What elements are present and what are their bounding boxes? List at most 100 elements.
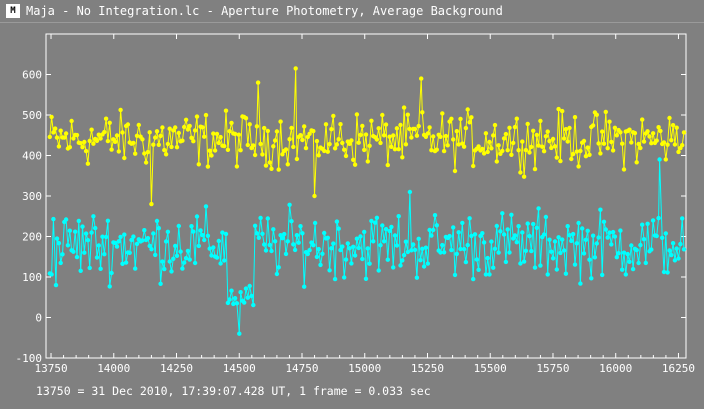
- series-cyan-point: [276, 265, 281, 270]
- series-cyan-point: [231, 301, 236, 307]
- series-cyan-point: [327, 268, 332, 273]
- series-yellow-point: [658, 128, 663, 134]
- series-cyan-point: [196, 243, 201, 249]
- series-yellow-point: [567, 125, 572, 131]
- series-cyan-point: [640, 222, 645, 227]
- series-cyan-point: [561, 248, 567, 253]
- series-cyan-point: [113, 240, 118, 246]
- series-cyan-point: [218, 261, 223, 266]
- series-yellow-point: [601, 141, 607, 146]
- series-yellow-point: [385, 162, 390, 168]
- series-yellow-point: [561, 136, 567, 141]
- series-cyan-point: [657, 157, 662, 162]
- series-yellow-point: [267, 160, 272, 165]
- series-cyan-point: [498, 229, 503, 234]
- series-yellow-point: [154, 129, 160, 134]
- series-yellow-point: [203, 112, 209, 118]
- series-cyan-point: [678, 241, 683, 247]
- series-yellow-point: [98, 136, 103, 141]
- series-cyan-point: [316, 246, 321, 252]
- series-yellow-point: [367, 143, 372, 148]
- series-cyan-point: [242, 300, 247, 305]
- series-cyan-point: [623, 272, 628, 277]
- series-yellow-point: [545, 129, 550, 134]
- series-cyan-point: [374, 215, 380, 220]
- series-yellow-point: [80, 145, 85, 150]
- series-cyan-point: [322, 230, 327, 236]
- series-yellow-point: [456, 142, 461, 147]
- series-cyan-point: [565, 224, 570, 229]
- series-cyan-point: [472, 232, 478, 237]
- series-yellow-point: [414, 133, 420, 138]
- series-yellow-point: [56, 144, 62, 149]
- series-yellow-point: [458, 116, 463, 122]
- series-yellow-point: [556, 106, 561, 112]
- series-yellow-point: [520, 139, 525, 144]
- y-tick-label: 500: [22, 109, 42, 122]
- series-cyan-point: [63, 217, 69, 222]
- series-yellow-point: [82, 139, 87, 145]
- series-yellow-point: [343, 153, 349, 159]
- series-yellow-point: [258, 141, 263, 147]
- series-yellow-point: [302, 124, 307, 129]
- series-yellow-point: [492, 122, 498, 128]
- series-yellow-point: [229, 120, 234, 126]
- series-cyan-point: [320, 251, 325, 256]
- series-yellow-point: [552, 144, 558, 149]
- series-yellow-point: [383, 122, 389, 127]
- series-yellow-point: [443, 133, 449, 139]
- series-cyan-point: [262, 242, 267, 247]
- series-cyan-point: [54, 236, 60, 241]
- series-cyan-point: [73, 229, 78, 234]
- series-cyan-point: [331, 241, 336, 246]
- series-cyan-point: [656, 215, 661, 221]
- series-cyan-point: [447, 233, 452, 239]
- series-cyan-point: [461, 246, 467, 252]
- series-cyan-point: [134, 241, 140, 247]
- series-cyan-point: [178, 249, 183, 254]
- series-cyan-point: [371, 239, 376, 244]
- series-yellow-point: [189, 135, 194, 140]
- series-yellow-point: [307, 131, 312, 136]
- series-yellow-point: [549, 145, 554, 151]
- series-yellow-point: [236, 132, 241, 137]
- series-yellow-point: [294, 156, 300, 162]
- series-cyan-point: [149, 247, 154, 252]
- series-cyan-point: [85, 238, 91, 243]
- series-cyan-point: [463, 259, 469, 265]
- series-cyan-point: [238, 290, 243, 295]
- series-yellow-point: [109, 147, 114, 152]
- series-cyan-point: [427, 227, 432, 233]
- series-cyan-point: [607, 230, 612, 235]
- series-yellow-point: [463, 125, 469, 131]
- series-cyan-point: [247, 283, 252, 289]
- series-cyan-point: [365, 246, 370, 251]
- series-cyan-point: [536, 206, 541, 211]
- series-cyan-point: [202, 237, 207, 243]
- series-cyan-point: [332, 276, 338, 282]
- series-yellow-point: [369, 118, 374, 124]
- series-yellow-point: [614, 133, 619, 138]
- series-cyan-point: [509, 212, 514, 217]
- series-cyan-point: [663, 231, 668, 236]
- series-cyan-point: [558, 250, 563, 256]
- series-yellow-point: [423, 134, 429, 139]
- series-cyan-point: [283, 251, 289, 257]
- series-yellow-point: [222, 143, 227, 149]
- series-cyan-point: [521, 259, 527, 264]
- series-yellow-point: [514, 116, 519, 121]
- series-yellow-point: [291, 144, 296, 150]
- series-yellow-point: [238, 148, 243, 153]
- series-cyan-point: [49, 272, 54, 277]
- series-cyan-point: [302, 284, 307, 289]
- series-cyan-point: [311, 243, 316, 248]
- series-cyan-point: [576, 220, 581, 226]
- series-cyan-point: [351, 244, 356, 249]
- series-yellow-point: [89, 127, 94, 132]
- series-yellow-point: [96, 132, 102, 137]
- series-cyan-point: [518, 261, 523, 266]
- series-yellow-point: [272, 138, 278, 143]
- series-yellow-point: [605, 146, 610, 151]
- series-yellow-point: [634, 160, 639, 165]
- series-cyan-point: [305, 251, 310, 257]
